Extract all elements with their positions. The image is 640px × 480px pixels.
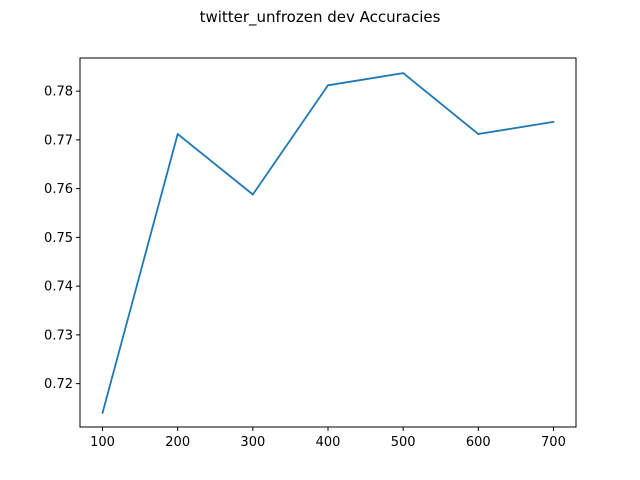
x-axis: 100 200 300 400 500 600 700	[90, 427, 566, 450]
axes-frame	[79, 57, 577, 428]
x-tick-label: 400	[316, 435, 341, 450]
x-tick-label: 700	[541, 435, 566, 450]
y-tick-label: 0.72	[44, 377, 73, 392]
x-tick-label: 500	[391, 435, 416, 450]
x-tick-label: 100	[90, 435, 115, 450]
data-point	[327, 84, 329, 87]
data-point	[477, 133, 480, 135]
x-tick-label: 600	[466, 435, 491, 450]
data-point	[251, 193, 254, 196]
plot-area	[101, 72, 555, 414]
y-tick-label: 0.77	[44, 133, 73, 148]
data-point	[552, 120, 555, 123]
data-point	[402, 72, 405, 75]
series-line	[101, 72, 555, 414]
data-point	[101, 411, 104, 414]
chart-title: twitter_unfrozen dev Accuracies	[200, 8, 441, 27]
y-tick-label: 0.78	[44, 85, 73, 100]
y-tick-label: 0.76	[44, 182, 73, 197]
y-tick-label: 0.73	[44, 328, 73, 343]
x-tick-label: 300	[240, 435, 265, 450]
y-axis: 0.72 0.73 0.74 0.75 0.76 0.77 0.78	[44, 85, 80, 392]
x-tick-label: 200	[165, 435, 190, 450]
y-tick-label: 0.75	[44, 231, 73, 246]
y-tick-label: 0.74	[44, 280, 73, 295]
data-point	[176, 133, 179, 135]
